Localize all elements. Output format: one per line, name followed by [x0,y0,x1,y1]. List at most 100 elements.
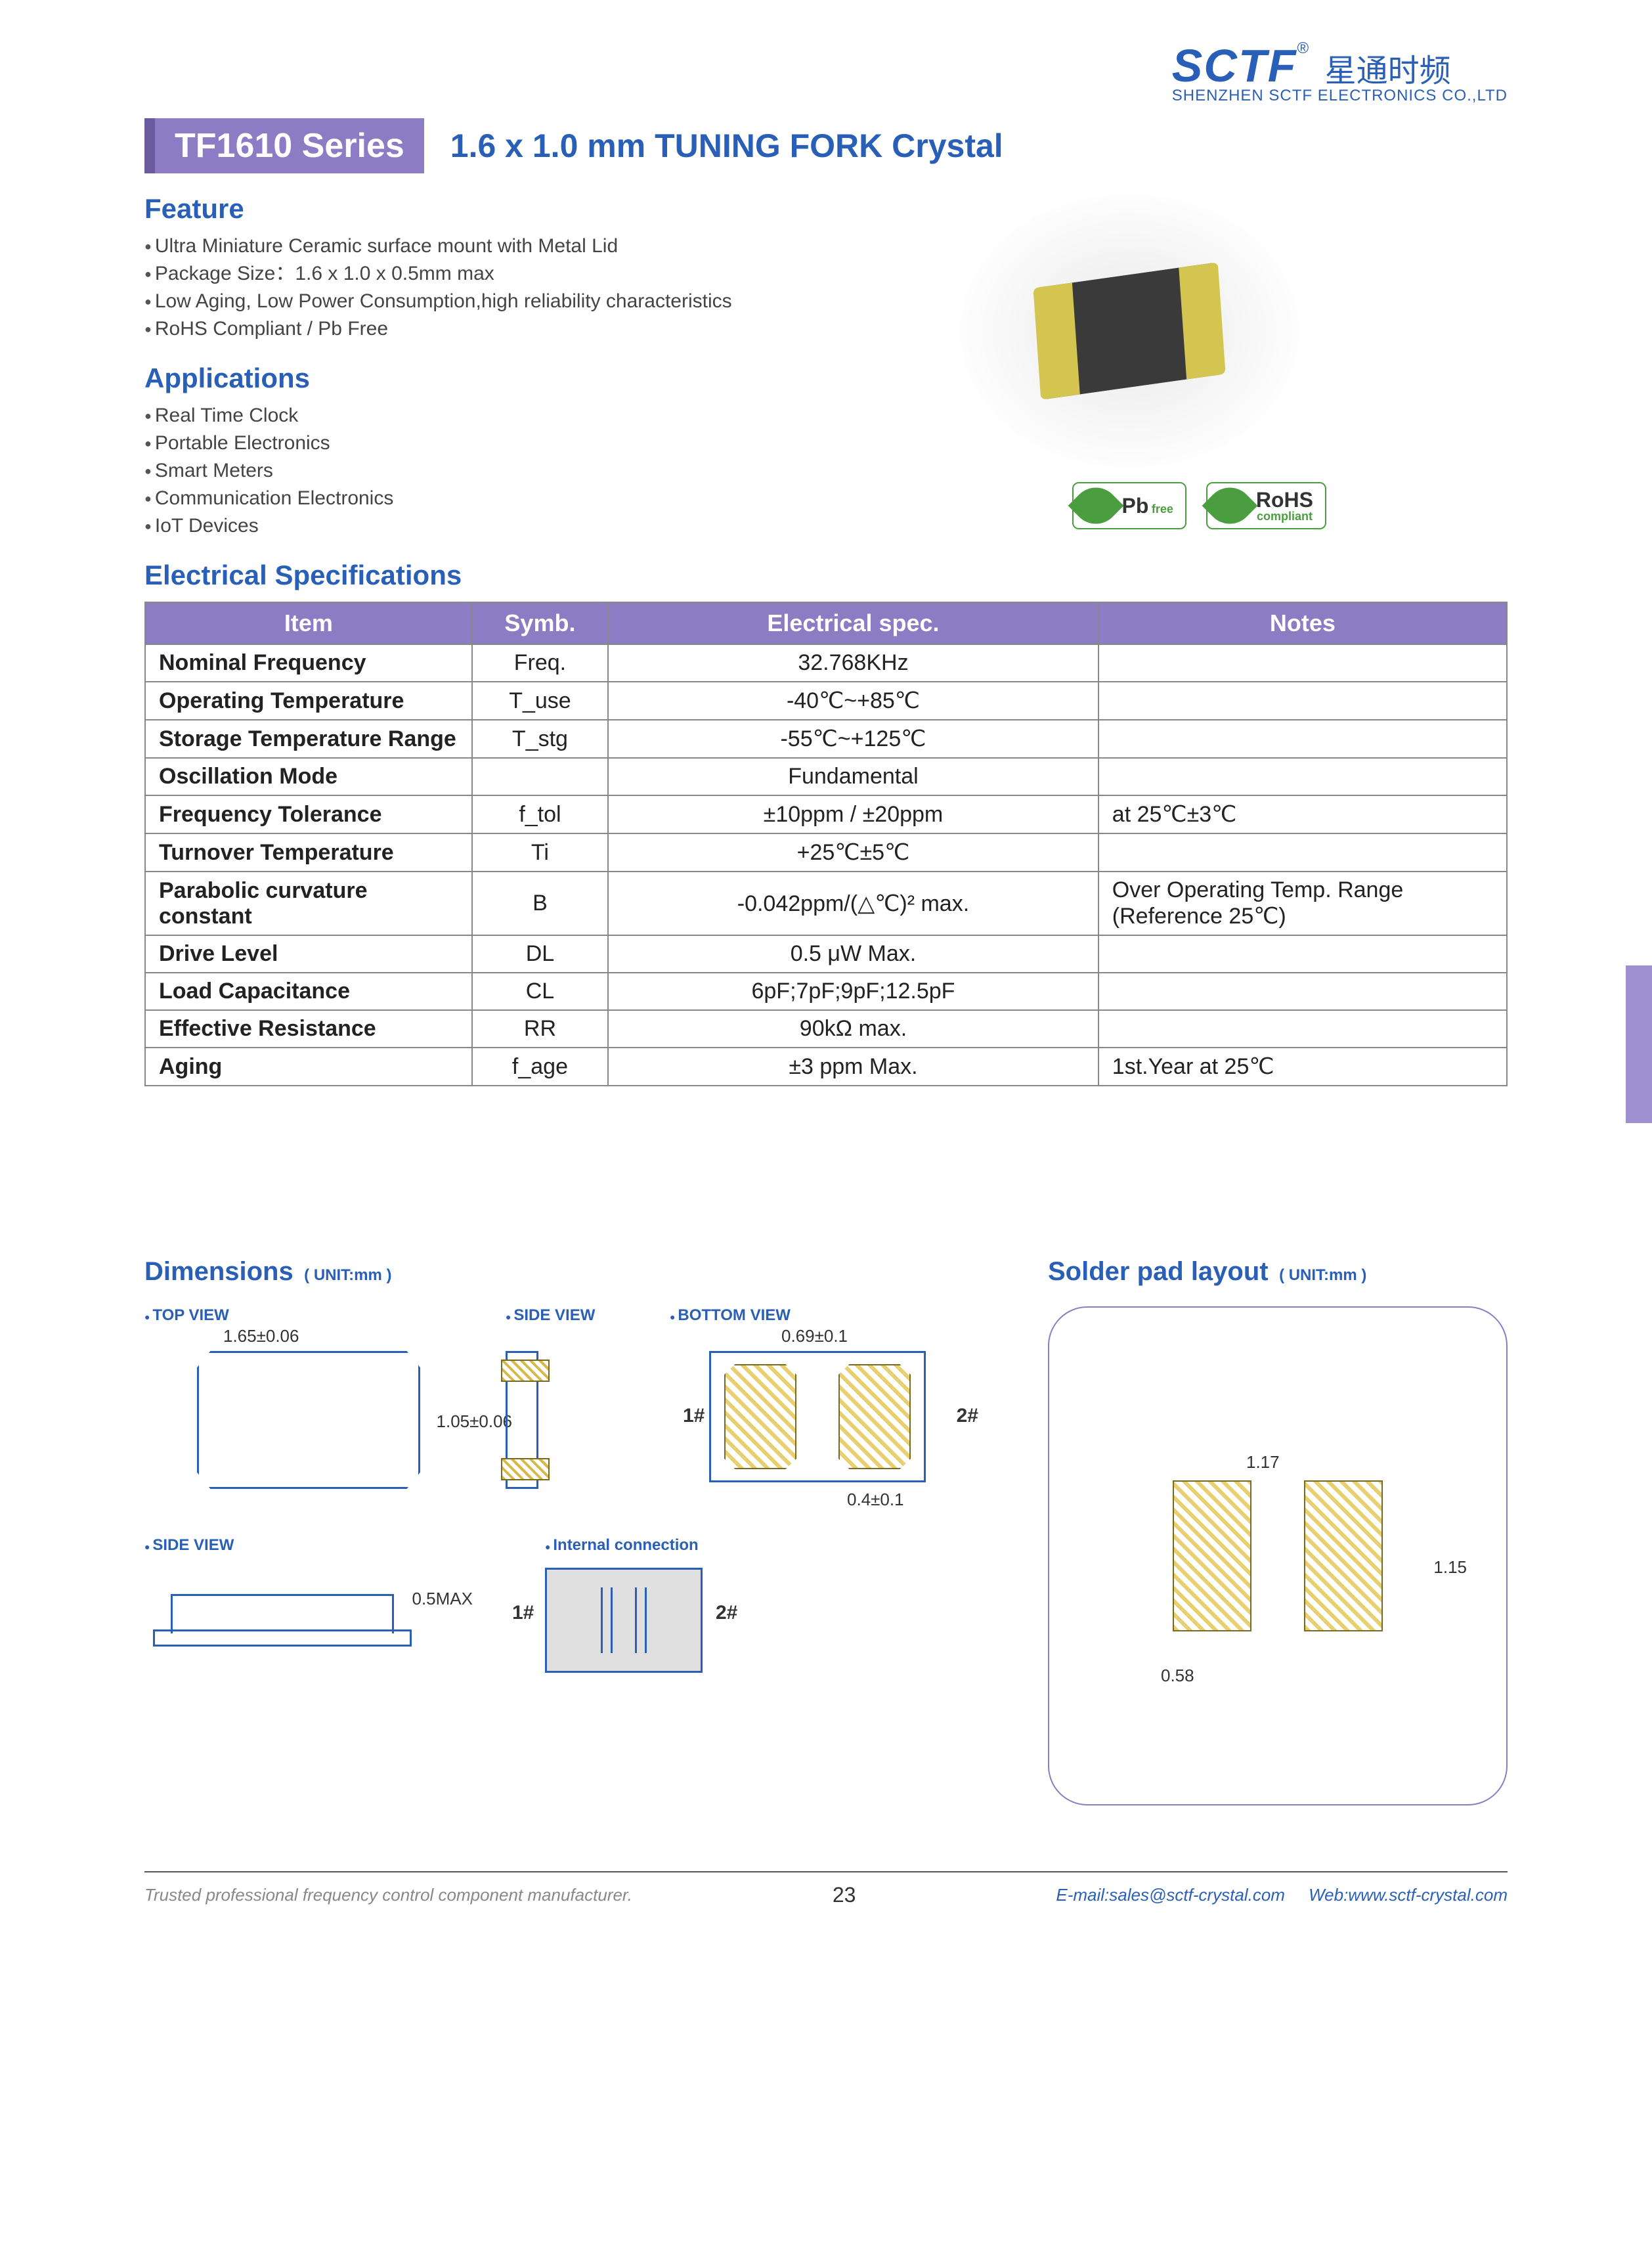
email-label: E-mail: [1056,1885,1109,1905]
table-cell: CL [472,973,608,1010]
table-row: Load CapacitanceCL6pF;7pF;9pF;12.5pF [145,973,1507,1010]
specs-heading: Electrical Specifications [144,560,1508,591]
solder-layout-diagram: 1.17 1.15 0.58 [1048,1306,1508,1805]
web-label: Web: [1309,1885,1348,1905]
side-view-label-2: SIDE VIEW [144,1536,486,1555]
product-title: 1.6 x 1.0 mm TUNING FORK Crystal [450,127,1003,165]
dimensions-unit: ( UNIT:mm ) [304,1266,391,1284]
product-photo [959,193,1300,469]
table-cell: Nominal Frequency [145,644,472,682]
solder-heading: Solder pad layout [1048,1257,1269,1287]
top-view-label: TOP VIEW [144,1306,486,1325]
application-item: Communication Electronics [144,485,932,512]
table-cell [1098,720,1507,758]
table-row: Storage Temperature RangeT_stg-55℃~+125℃ [145,720,1507,758]
table-cell: 6pF;7pF;9pF;12.5pF [608,973,1098,1010]
application-item: Smart Meters [144,457,932,485]
table-cell: Oscillation Mode [145,758,472,795]
table-row: Agingf_age±3 ppm Max.1st.Year at 25℃ [145,1048,1507,1086]
logo-reg: ® [1297,39,1309,57]
rohs-text: RoHS [1256,489,1313,510]
th-notes: Notes [1098,602,1507,644]
feature-heading: Feature [144,193,932,225]
specs-table: Item Symb. Electrical spec. Notes Nomina… [144,602,1508,1086]
th-spec: Electrical spec. [608,602,1098,644]
leaf-icon [1068,478,1123,534]
logo-chinese: 星通时频 [1325,45,1451,91]
table-cell: Load Capacitance [145,973,472,1010]
table-row: Turnover TemperatureTi+25℃±5℃ [145,833,1507,872]
pb-free-badge: Pb free [1072,482,1186,529]
bottom-view-label: BOTTOM VIEW [670,1306,1011,1325]
table-cell: -40℃~+85℃ [608,682,1098,720]
table-row: Oscillation Mode Fundamental [145,758,1507,795]
top-view-diagram: TOP VIEW 1.65±0.06 1.05±0.06 [144,1306,486,1516]
table-cell: Over Operating Temp. Range (Reference 25… [1098,872,1507,935]
table-cell: Frequency Tolerance [145,795,472,833]
application-item: IoT Devices [144,512,932,540]
solder-h: 1.15 [1433,1557,1467,1578]
application-item: Portable Electronics [144,430,932,457]
web-link[interactable]: www.sctf-crystal.com [1348,1885,1508,1905]
pad-icon [838,1364,911,1469]
table-cell: 32.768KHz [608,644,1098,682]
dim-pad-w: 0.69±0.1 [781,1326,848,1346]
solder-unit: ( UNIT:mm ) [1279,1266,1366,1284]
logo-subtitle: SHENZHEN SCTF ELECTRONICS CO.,LTD [1172,87,1508,105]
table-cell: Turnover Temperature [145,833,472,872]
table-cell: Parabolic curvature constant [145,872,472,935]
feature-item: RoHS Compliant / Pb Free [144,315,932,343]
table-cell [1098,833,1507,872]
feature-item: Ultra Miniature Ceramic surface mount wi… [144,232,932,260]
applications-heading: Applications [144,363,932,394]
pb-text: Pb [1122,494,1149,518]
bottom-view-diagram: BOTTOM VIEW 0.69±0.1 0.4±0.1 1# 2# [670,1306,1011,1516]
table-cell [1098,758,1507,795]
table-cell: 0.5 μW Max. [608,935,1098,973]
table-cell: ±3 ppm Max. [608,1048,1098,1086]
table-cell: Freq. [472,644,608,682]
table-cell: at 25℃±3℃ [1098,795,1507,833]
table-row: Frequency Tolerancef_tol±10ppm / ±20ppma… [145,795,1507,833]
application-item: Real Time Clock [144,402,932,430]
internal-conn-diagram: Internal connection 1# 2# [506,1536,1011,1694]
table-cell [472,758,608,795]
table-cell: Ti [472,833,608,872]
internal-label: Internal connection [545,1536,1011,1555]
table-cell: Operating Temperature [145,682,472,720]
pin2-label: 2# [957,1405,978,1427]
table-cell [1098,682,1507,720]
table-cell: T_use [472,682,608,720]
table-row: Parabolic curvature constantB-0.042ppm/(… [145,872,1507,935]
company-logo: SCTF® 星通时频 SHENZHEN SCTF ELECTRONICS CO.… [144,39,1508,105]
table-cell: Fundamental [608,758,1098,795]
table-cell: Storage Temperature Range [145,720,472,758]
footer-tagline: Trusted professional frequency control c… [144,1885,632,1905]
side-view-1-diagram: SIDE VIEW [506,1306,650,1516]
pin2-internal: 2# [716,1602,737,1624]
footer-contact: E-mail:sales@sctf-crystal.com Web:www.sc… [1056,1885,1508,1905]
th-symb: Symb. [472,602,608,644]
table-header-row: Item Symb. Electrical spec. Notes [145,602,1507,644]
table-cell: RR [472,1010,608,1048]
dim-pad-gap: 0.4±0.1 [847,1490,904,1510]
email-link[interactable]: sales@sctf-crystal.com [1109,1885,1285,1905]
table-cell: f_tol [472,795,608,833]
table-cell: B [472,872,608,935]
dimensions-heading: Dimensions [144,1257,293,1287]
table-cell: ±10ppm / ±20ppm [608,795,1098,833]
table-cell: -55℃~+125℃ [608,720,1098,758]
table-cell: -0.042ppm/(△℃)² max. [608,872,1098,935]
logo-main: SCTF [1172,39,1297,92]
pb-sub: free [1152,502,1173,516]
th-item: Item [145,602,472,644]
rohs-badge: RoHS compliant [1206,482,1326,529]
side-view-label: SIDE VIEW [506,1306,650,1325]
applications-list: Real Time Clock Portable Electronics Sma… [144,402,932,540]
dim-thickness: 0.5MAX [412,1589,473,1609]
leaf-icon [1202,478,1257,534]
table-cell: Effective Resistance [145,1010,472,1048]
pin1-internal: 1# [512,1602,534,1624]
table-cell: Aging [145,1048,472,1086]
table-cell: +25℃±5℃ [608,833,1098,872]
